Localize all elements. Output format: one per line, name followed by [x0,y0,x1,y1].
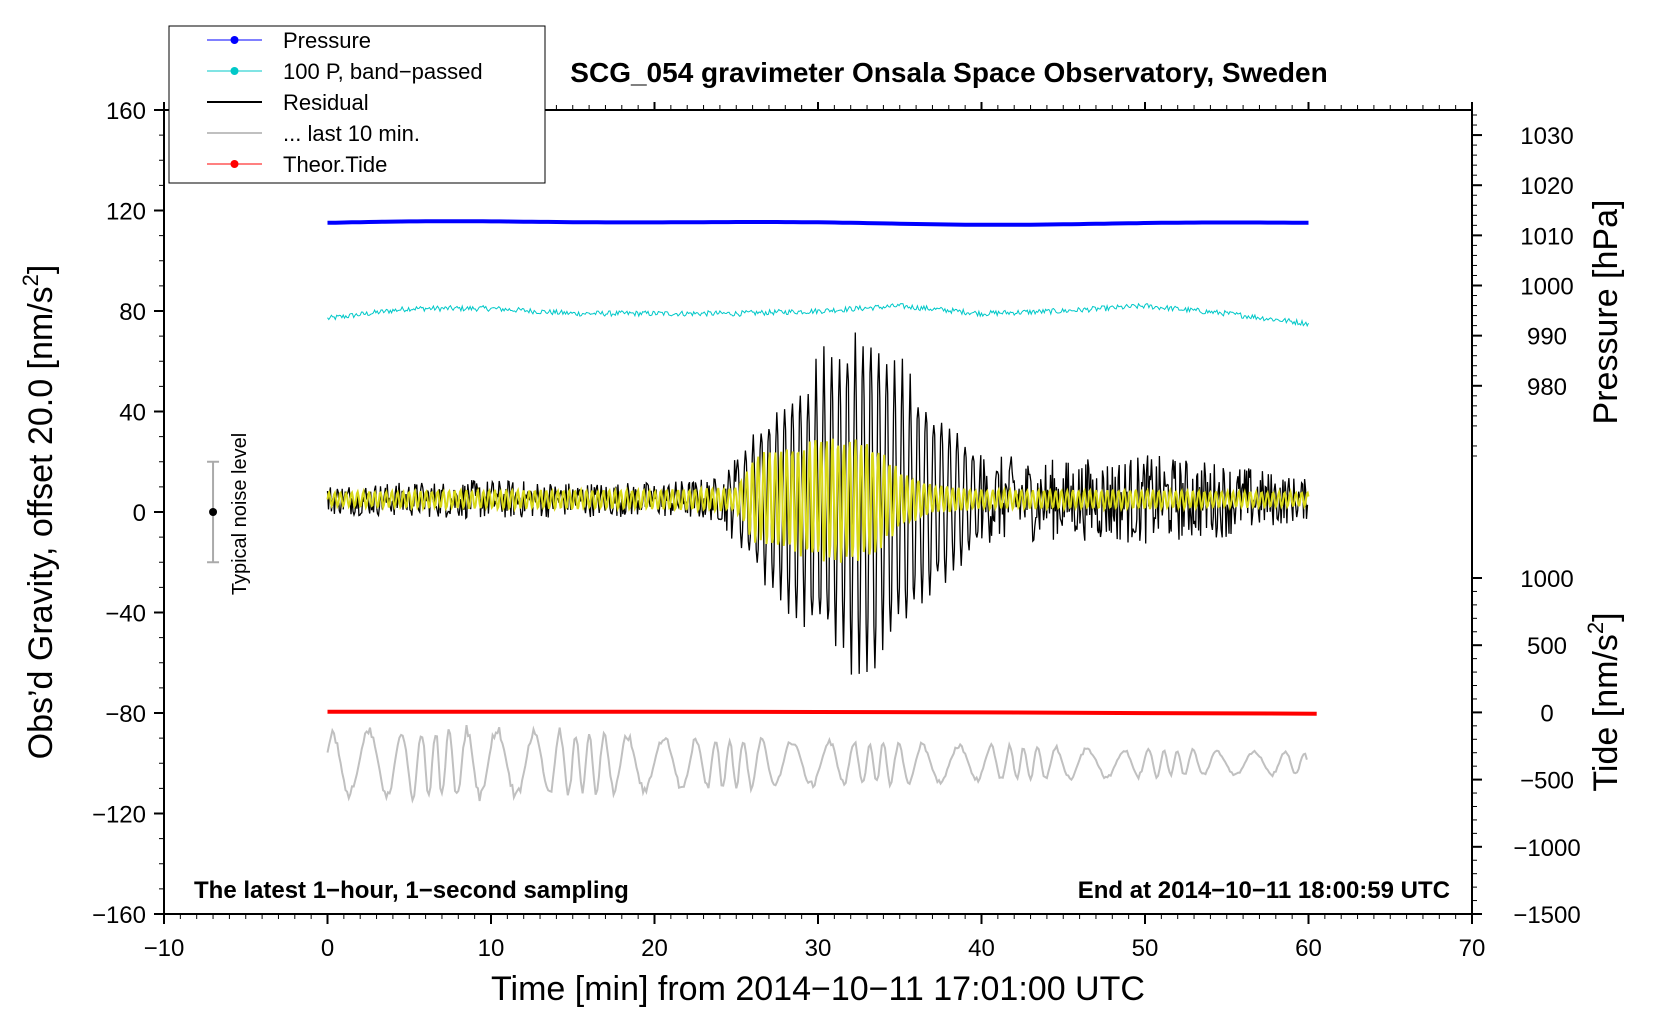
legend-label: Residual [283,90,369,115]
y-axis-title-left-main: Obs’d Gravity, offset 20.0 [nm/s [22,286,60,759]
legend-label: 100 P, band−passed [283,59,483,84]
series-theor-tide [327,709,1317,716]
x-tick-label: 70 [1459,935,1486,962]
x-tick-label: 10 [478,935,505,962]
tide-tick-label: −1000 [1513,835,1580,862]
pressure-tick-label: 1020 [1520,173,1573,200]
x-tick-label: 40 [968,935,995,962]
pressure-tick-label: 980 [1527,374,1567,401]
y-tick-label: −160 [92,902,146,929]
x-tick-label: 30 [805,935,832,962]
series-last-10-min [326,724,1308,804]
y-axis-title-left-sup: 2 [18,274,43,286]
y-tick-label: 40 [119,400,146,427]
tide-tick-label: −500 [1520,768,1574,795]
noise-bar [207,460,220,564]
y-axis-title-pressure: Pressure [hPa] [1587,200,1625,425]
axis-ticks: −10 0 10 20 30 40 50 60 7016012080400−40−80−120−… [92,98,1581,962]
y-axis-title-tide: Tide [nm/s2] [1583,612,1625,791]
y-tick-label: 0 [133,500,146,527]
y-tick-label: 120 [106,199,146,226]
x-tick-label: 60 [1295,935,1322,962]
legend-label: ... last 10 min. [283,121,420,146]
series-pressure [327,219,1309,227]
end-time-note: End at 2014−10−11 18:00:59 UTC [1078,877,1450,904]
legend: Pressure 100 P, band−passed Residual ... la… [168,25,546,184]
series-residual-filtered [326,438,1310,563]
x-tick-label: 20 [641,935,668,962]
pressure-tick-label: 990 [1527,324,1567,351]
tide-tick-label: 500 [1527,633,1567,660]
y-tick-label: −120 [92,802,146,829]
y-axis-title-left: Obs’d Gravity, offset 20.0 [nm/s2] [18,265,60,760]
x-tick-label: 50 [1132,935,1159,962]
x-axis-title: Time [min] from 2014−10−11 17:01:00 UTC [491,970,1145,1008]
noise-level-label: Typical noise level [229,433,251,595]
legend-marker-0 [230,36,239,44]
series-residual [326,332,1309,675]
y-axis-title-tide-end: ] [1587,612,1625,621]
pressure-tick-label: 1010 [1520,223,1573,250]
legend-marker-1 [230,67,239,75]
legend-label: Theor.Tide [283,152,387,177]
pressure-tick-label: 1000 [1520,274,1573,301]
tide-tick-label: −1500 [1513,902,1580,929]
legend-label: Pressure [283,28,371,53]
legend-box [168,25,546,184]
y-axis-title-left-end: ] [22,265,60,274]
legend-marker-4 [230,160,239,168]
tide-tick-label: 0 [1540,700,1553,727]
series-100p-bandpassed [327,302,1309,328]
x-tick-label: −10 [144,935,185,962]
sampling-note: The latest 1−hour, 1−second sampling [194,877,629,904]
y-tick-label: −40 [105,601,146,628]
series-layer [326,219,1317,804]
y-tick-label: 160 [106,98,146,125]
chart-title: SCG_054 gravimeter Onsala Space Observat… [570,57,1327,88]
tide-tick-label: 1000 [1520,566,1573,593]
noise-bar-dot [209,508,218,516]
y-tick-label: −80 [105,701,146,728]
x-tick-label: 0 [321,935,334,962]
y-tick-label: 80 [119,299,146,326]
pressure-tick-label: 1030 [1520,123,1573,150]
y-axis-title-tide-sup: 2 [1583,622,1608,634]
y-axis-title-tide-main: Tide [nm/s [1587,634,1625,791]
